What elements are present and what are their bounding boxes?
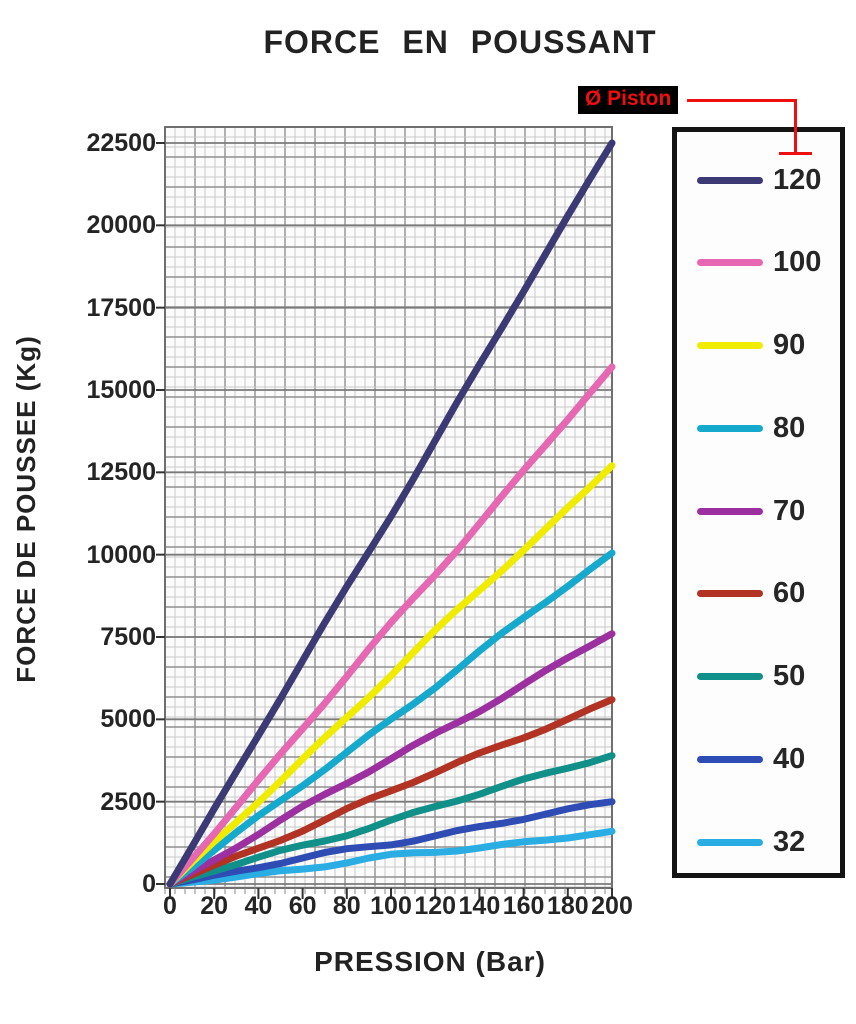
series-line-32 — [166, 827, 616, 888]
legend-line-swatch — [697, 507, 763, 515]
series-line-70 — [166, 630, 616, 888]
piston-diameter-callout-label: Ø Piston — [585, 87, 672, 110]
plot-area — [156, 126, 616, 899]
legend-item-70: 70 — [677, 493, 840, 529]
legend-item-90: 90 — [677, 328, 840, 364]
legend-item-40: 40 — [677, 741, 840, 777]
series-line-40 — [166, 798, 616, 888]
x-axis-title: PRESSION (Bar) — [314, 946, 546, 977]
y-tick-label: 22500 — [86, 129, 156, 157]
y-tick-label: 12500 — [86, 458, 156, 487]
callout-connector-endbar — [779, 152, 812, 155]
callout-connector-vertical — [794, 99, 797, 155]
y-axis-title: FORCE DE POUSSEE (Kg) — [11, 335, 41, 683]
legend-line-swatch — [697, 424, 763, 432]
y-tick-label: 7500 — [100, 623, 156, 651]
series-line-80 — [166, 549, 616, 888]
y-tick-label: 2500 — [100, 787, 156, 816]
legend-item-label: 100 — [773, 246, 822, 279]
legend-line-swatch — [697, 259, 763, 267]
legend-item-label: 70 — [773, 494, 806, 527]
legend-item-label: 40 — [773, 742, 806, 775]
series-line-100 — [166, 363, 616, 888]
legend-line-swatch — [697, 755, 763, 763]
legend-line-swatch — [697, 590, 763, 598]
legend-item-label: 90 — [773, 329, 806, 361]
piston-diameter-callout: Ø Piston — [578, 86, 679, 114]
legend-item-label: 32 — [773, 825, 806, 858]
legend-item-120: 120 — [677, 162, 840, 198]
legend: 120 100 90 80 70 60 50 40 32 — [672, 127, 845, 878]
legend-item-60: 60 — [677, 576, 840, 612]
series-line-50 — [166, 752, 616, 888]
legend-item-label: 80 — [773, 411, 806, 444]
legend-item-label: 60 — [773, 577, 806, 610]
series-line-60 — [166, 696, 616, 888]
legend-item-label: 50 — [773, 660, 806, 692]
legend-line-swatch — [697, 342, 763, 349]
legend-item-80: 80 — [677, 410, 840, 446]
series-line-90 — [166, 462, 616, 888]
y-tick-label: 5000 — [100, 705, 156, 734]
chart-title: FORCE EN POUSSANT — [263, 24, 657, 60]
y-tick-label: 10000 — [86, 540, 156, 569]
y-tick-label: 0 — [142, 870, 156, 898]
legend-line-swatch — [697, 673, 763, 680]
series-line-120 — [166, 139, 616, 888]
callout-connector-horizontal — [687, 99, 796, 102]
plot-border — [164, 126, 613, 889]
legend-line-swatch — [697, 838, 763, 846]
y-tick-label: 15000 — [86, 376, 156, 404]
legend-line-swatch — [697, 176, 763, 184]
legend-item-32: 32 — [677, 824, 840, 860]
legend-item-100: 100 — [677, 245, 840, 281]
legend-item-50: 50 — [677, 659, 840, 695]
y-tick-label: 20000 — [86, 211, 156, 240]
legend-item-label: 120 — [773, 163, 822, 196]
y-tick-label: 17500 — [86, 293, 156, 322]
